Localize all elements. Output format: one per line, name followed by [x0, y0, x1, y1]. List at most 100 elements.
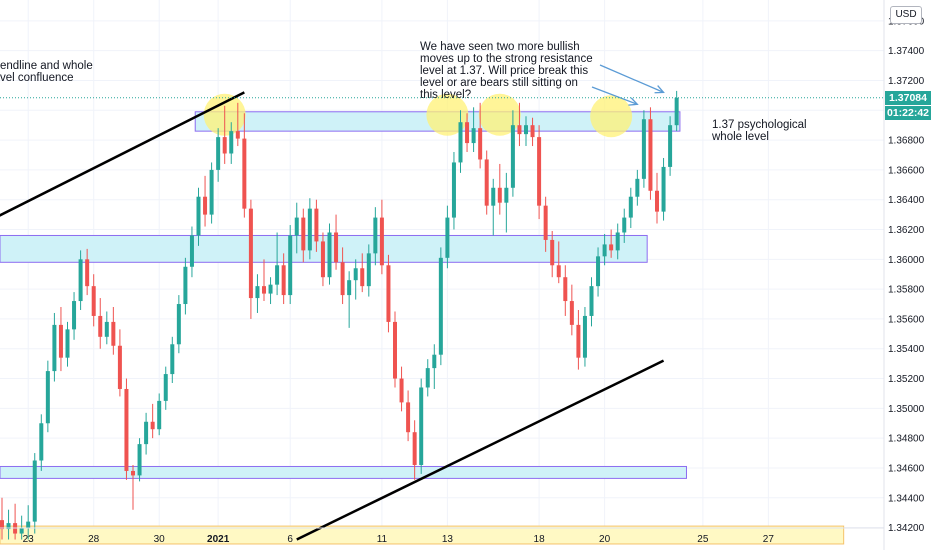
candle-bear — [497, 187, 502, 203]
candle-bull — [353, 268, 358, 281]
candle-bear — [320, 241, 325, 278]
candle-bear — [465, 122, 470, 144]
candle-bull — [491, 187, 496, 206]
candle-bull — [78, 259, 83, 302]
candle-bull — [39, 423, 44, 461]
candle-bull — [615, 232, 620, 251]
candle-bear — [242, 138, 247, 209]
candle-bear — [111, 321, 116, 346]
candle-bear — [340, 262, 345, 296]
candle-bear — [556, 265, 561, 278]
y-tick-label: 1.35000 — [888, 404, 925, 415]
candle-bull — [183, 266, 188, 305]
candle-bear — [609, 244, 614, 251]
candle-bull — [602, 244, 607, 257]
candle-bull — [635, 178, 640, 197]
candle-bull — [622, 217, 627, 233]
highlight-circle — [590, 95, 633, 138]
y-tick-label: 1.36000 — [888, 255, 925, 266]
candle-bull — [268, 284, 273, 294]
y-tick-label: 1.34200 — [888, 523, 925, 534]
candle-bull — [438, 257, 443, 355]
support-zone — [0, 525, 845, 545]
candle-bull — [26, 521, 31, 528]
highlights-layer — [203, 93, 633, 138]
candle-bear — [655, 190, 659, 212]
x-tick-label: 18 — [534, 534, 546, 545]
annotation-arrowhead — [628, 97, 639, 106]
candle-bull — [524, 125, 528, 135]
candle-bear — [150, 421, 155, 430]
candle-bull — [628, 196, 633, 218]
candle-bull — [144, 421, 149, 445]
annotation-arrowhead — [654, 85, 665, 94]
candle-bear — [537, 137, 542, 206]
candle-bull — [366, 253, 371, 287]
support-zone-layer — [0, 525, 845, 545]
candle-bear — [406, 402, 411, 433]
candle-bull — [196, 196, 201, 236]
annotation-question[interactable]: We have seen two more bullish moves up t… — [420, 41, 593, 101]
candle-bull — [72, 301, 77, 330]
arrows-layer — [591, 64, 665, 106]
candle-bear — [543, 205, 548, 240]
y-tick-label: 1.37400 — [888, 46, 925, 57]
x-tick-label: 6 — [287, 534, 293, 545]
x-tick-label: 2021 — [207, 534, 230, 545]
y-tick-label: 1.36600 — [888, 165, 925, 176]
candle-bear — [412, 432, 417, 465]
x-tick-label: 25 — [697, 534, 709, 545]
candle-bull — [229, 131, 234, 154]
candle-bull — [32, 460, 37, 522]
candle-bull — [674, 97, 679, 126]
candle-bear — [386, 265, 391, 322]
y-tick-label: 1.35200 — [888, 374, 925, 385]
candle-bull — [589, 286, 594, 316]
candle-bear — [124, 388, 129, 471]
candle-bear — [117, 345, 122, 389]
candle-bull — [661, 166, 666, 212]
candle-bull — [327, 232, 332, 278]
y-tick-label: 1.36800 — [888, 136, 925, 147]
y-tick-label: 1.34800 — [888, 434, 925, 445]
candle-bear — [235, 131, 240, 139]
candles-layer — [0, 90, 679, 540]
candle-bull — [65, 329, 70, 358]
candle-bear — [98, 315, 103, 337]
candle-bull — [288, 235, 293, 296]
y-tick-label: 1.35400 — [888, 344, 925, 355]
candle-bear — [576, 324, 581, 358]
x-tick-label: 28 — [88, 534, 100, 545]
candle-bull — [137, 444, 142, 476]
candle-bull — [275, 265, 280, 285]
candle-bear — [478, 128, 483, 160]
trendlines-layer — [0, 91, 665, 541]
time-axis[interactable]: 23 28 30 2021 6 11 13 18 20 25 27 — [23, 534, 775, 545]
y-tick-label: 1.37200 — [888, 76, 925, 87]
candle-bear — [131, 470, 135, 476]
candle-bull — [445, 217, 450, 258]
candle-bull — [45, 371, 50, 424]
candle-bear — [281, 265, 286, 296]
candle-bull — [432, 354, 437, 369]
candle-bull — [157, 400, 162, 430]
candle-bear — [360, 268, 365, 287]
candle-bear — [399, 378, 404, 403]
candle-bear — [569, 301, 574, 325]
candle-bull — [52, 324, 57, 372]
candle-bull — [209, 169, 214, 215]
candle-bull — [255, 286, 260, 299]
candle-bull — [458, 122, 463, 163]
last-price-label: 1.37084 — [885, 90, 931, 105]
candle-bull — [294, 217, 299, 236]
candle-bull — [451, 162, 456, 218]
highlight-circle — [478, 93, 521, 136]
annotation-whole-level[interactable]: 1.37 psychological whole level — [712, 119, 807, 143]
currency-button[interactable]: USD — [890, 6, 922, 24]
highlight-circle — [426, 93, 469, 136]
candle-bear — [517, 125, 522, 135]
y-tick-label: 1.36200 — [888, 225, 925, 236]
annotation-trendline-confluence[interactable]: endline and whole vel confluence — [0, 60, 93, 84]
candle-bull — [425, 368, 430, 388]
